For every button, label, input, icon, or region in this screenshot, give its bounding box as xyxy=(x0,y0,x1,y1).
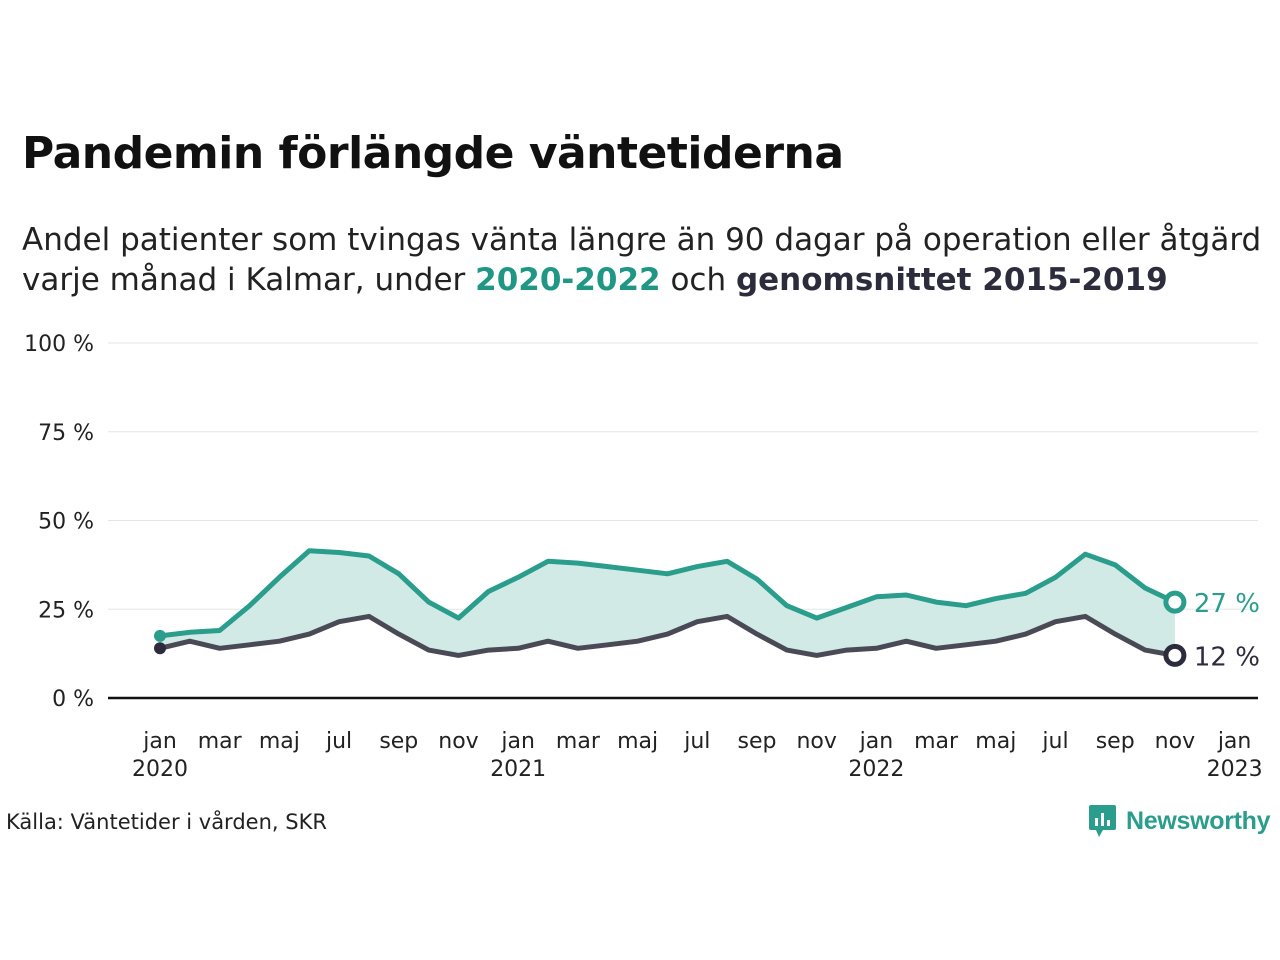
series-line-current xyxy=(157,548,1178,639)
subtitle-highlight-average: genomsnittet 2015-2019 xyxy=(735,262,1168,298)
y-tick-label-0: 0 % xyxy=(52,687,94,712)
series-line-average xyxy=(157,613,1178,658)
x-tick-label-month: jan xyxy=(500,729,535,754)
x-tick-label-month: jul xyxy=(1041,729,1068,754)
x-tick-label-month: sep xyxy=(1096,729,1135,754)
x-tick-label-month: maj xyxy=(259,729,300,754)
subtitle-highlight-current: 2020-2022 xyxy=(475,262,661,298)
x-tick-label-year: 2022 xyxy=(848,757,904,782)
subtitle-line-2-prefix: varje månad i Kalmar, under xyxy=(22,262,476,298)
end-label-current: 27 % xyxy=(1194,589,1260,619)
subtitle-line-1: Andel patienter som tvingas vänta längre… xyxy=(22,222,1262,258)
end-point-current xyxy=(1163,590,1187,614)
y-tick-label-100: 100 % xyxy=(24,332,94,357)
x-tick-label-month: jan xyxy=(859,729,894,754)
x-tick-label-year: 2021 xyxy=(490,757,546,782)
newsworthy-logo[interactable]: Newsworthy xyxy=(1088,804,1271,838)
newsworthy-logo-icon xyxy=(1089,805,1116,837)
x-tick-label-month: jul xyxy=(325,729,352,754)
x-tick-label-month: jul xyxy=(683,729,710,754)
subtitle-middle: och xyxy=(660,262,736,298)
x-tick-label-month: mar xyxy=(556,729,601,754)
chart-title: Pandemin förlängde väntetiderna xyxy=(22,128,844,179)
x-tick-label-year: 2020 xyxy=(132,757,188,782)
x-tick-label-month: sep xyxy=(379,729,418,754)
logo-text: Newsworthy xyxy=(1126,806,1271,835)
x-tick-label-month: maj xyxy=(975,729,1016,754)
chart-subtitle: Andel patienter som tvingas vänta längre… xyxy=(22,220,1280,300)
end-label-average: 12 % xyxy=(1194,642,1260,672)
y-tick-label-50: 50 % xyxy=(38,510,94,535)
start-point-current xyxy=(154,629,166,642)
y-tick-label-75: 75 % xyxy=(38,421,94,446)
x-tick-label-month: nov xyxy=(796,729,836,754)
area-between-series xyxy=(160,550,1175,656)
x-tick-label-year: 2023 xyxy=(1207,757,1263,782)
x-tick-label-month: nov xyxy=(1155,729,1195,754)
x-tick-label-month: jan xyxy=(1217,729,1252,754)
x-tick-label-month: sep xyxy=(738,729,777,754)
x-tick-label-month: nov xyxy=(438,729,478,754)
x-tick-label-month: jan xyxy=(142,729,177,754)
x-tick-label-month: mar xyxy=(198,729,243,754)
start-point-average xyxy=(154,642,166,655)
source-note: Källa: Väntetider i vården, SKR xyxy=(6,810,327,834)
y-tick-label-25: 25 % xyxy=(38,598,94,623)
x-tick-label-month: mar xyxy=(914,729,959,754)
x-tick-label-month: maj xyxy=(617,729,658,754)
end-point-average xyxy=(1163,643,1187,667)
